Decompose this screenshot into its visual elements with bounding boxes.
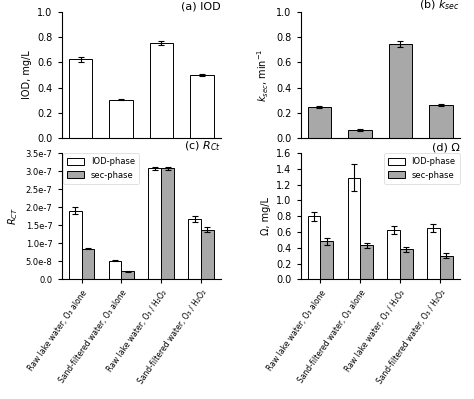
Y-axis label: $k_\mathit{sec}$, min$^{-1}$: $k_\mathit{sec}$, min$^{-1}$	[255, 48, 271, 102]
Bar	[427, 228, 440, 279]
Y-axis label: IOD, mg/L: IOD, mg/L	[22, 51, 32, 99]
Bar	[348, 130, 372, 138]
Bar	[188, 219, 201, 279]
Bar	[360, 245, 373, 279]
Bar	[201, 229, 214, 279]
Bar	[161, 168, 174, 279]
Text: (d) Ω: (d) Ω	[432, 142, 460, 152]
Bar	[148, 168, 161, 279]
Bar	[109, 100, 133, 138]
Bar	[69, 59, 92, 138]
Bar	[150, 43, 173, 138]
Bar	[69, 211, 82, 279]
Legend: IOD-phase, sec-phase: IOD-phase, sec-phase	[63, 153, 139, 184]
Bar	[308, 216, 320, 279]
Legend: IOD-phase, sec-phase: IOD-phase, sec-phase	[384, 153, 460, 184]
Bar	[308, 107, 331, 138]
Bar	[387, 231, 400, 279]
Y-axis label: $R_{CT}$: $R_{CT}$	[6, 207, 20, 225]
Bar	[109, 261, 121, 279]
Bar	[347, 178, 360, 279]
Text: (c) $R_{Ct}$: (c) $R_{Ct}$	[184, 140, 221, 153]
Bar	[320, 241, 333, 279]
Bar	[440, 256, 453, 279]
Bar	[400, 249, 413, 279]
Bar	[429, 105, 453, 138]
Text: (b) $k_{sec}$: (b) $k_{sec}$	[419, 0, 460, 12]
Bar	[121, 271, 134, 279]
Bar	[191, 75, 214, 138]
Bar	[82, 249, 94, 279]
Y-axis label: Ω, mg/L: Ω, mg/L	[261, 197, 271, 235]
Bar	[389, 44, 412, 138]
Text: (a) IOD: (a) IOD	[181, 1, 221, 11]
